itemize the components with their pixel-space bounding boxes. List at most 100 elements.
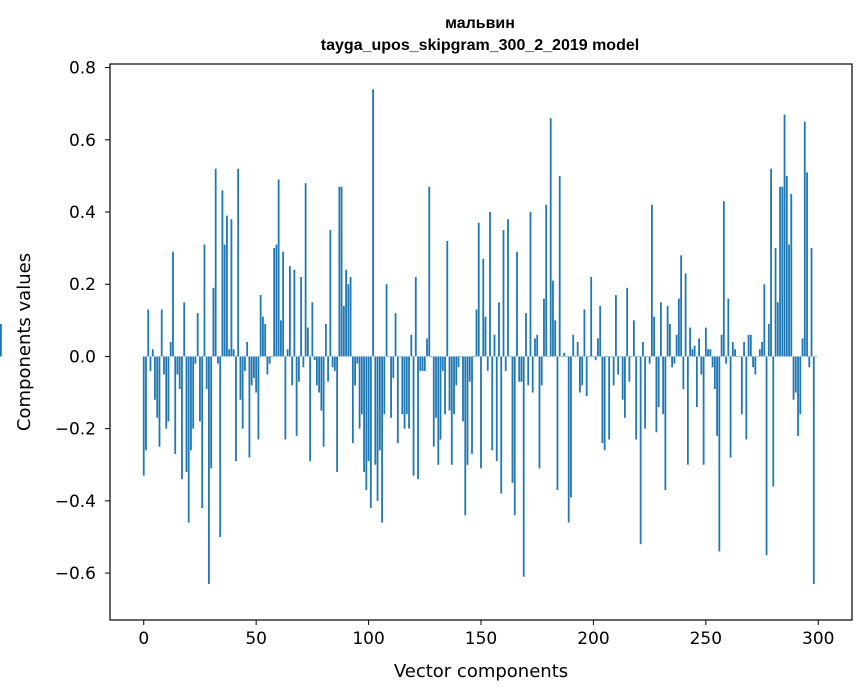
bar <box>500 356 503 494</box>
bar <box>790 193 793 357</box>
bar <box>282 251 285 357</box>
bar <box>801 338 804 357</box>
bar <box>354 356 356 386</box>
bar <box>540 356 543 386</box>
bar <box>167 356 170 422</box>
bar <box>284 356 287 440</box>
bar <box>178 356 181 389</box>
bar <box>650 204 653 357</box>
bar <box>682 356 685 389</box>
y-axis-label: Components values <box>14 253 35 431</box>
bar <box>297 356 300 382</box>
bar <box>181 356 183 480</box>
bar <box>365 356 368 491</box>
bar <box>342 305 345 357</box>
bar <box>752 356 754 368</box>
bar <box>749 334 752 357</box>
y-tick-label: 0.2 <box>69 275 96 295</box>
bar <box>794 356 797 393</box>
bar <box>408 356 410 429</box>
bar <box>734 349 736 357</box>
bar <box>275 244 278 357</box>
bar <box>518 356 521 382</box>
bar <box>194 356 197 364</box>
bar <box>226 215 228 357</box>
bar <box>322 356 325 447</box>
bar <box>480 356 482 469</box>
bar <box>246 342 249 357</box>
bar <box>516 251 518 357</box>
bar <box>145 356 147 451</box>
bar <box>565 356 568 358</box>
bar <box>223 244 226 357</box>
bar <box>799 356 802 415</box>
x-tick-label: 100 <box>352 629 384 649</box>
bar <box>815 356 817 358</box>
bar <box>318 356 321 393</box>
bar <box>190 356 192 451</box>
y-axis-ticks: −0.6 −0.4 −0.2 0.0 0.2 0.4 0.6 0.8 <box>55 59 110 584</box>
bar <box>151 349 154 357</box>
bar <box>473 356 476 358</box>
bar <box>628 356 631 382</box>
bar <box>165 356 168 429</box>
bar <box>635 356 638 440</box>
bar <box>300 277 303 357</box>
bar <box>293 269 296 357</box>
bar <box>351 356 354 444</box>
bar <box>617 356 620 375</box>
bar <box>547 356 550 358</box>
bar <box>345 269 347 357</box>
bar <box>677 298 680 357</box>
bar <box>810 248 813 357</box>
bar <box>534 338 536 357</box>
bar <box>689 327 692 357</box>
bar <box>248 356 251 458</box>
bar <box>387 356 390 358</box>
bar <box>552 280 554 357</box>
bar <box>574 356 577 358</box>
bar <box>201 356 204 509</box>
y-tick-label: 0.8 <box>69 59 96 79</box>
bar <box>671 356 674 368</box>
bar <box>455 356 458 386</box>
bar <box>192 356 195 429</box>
y-tick-label: −0.4 <box>55 492 96 512</box>
bar <box>304 183 307 357</box>
chart-title: мальвин <box>445 15 515 32</box>
bar <box>525 313 527 357</box>
bar <box>583 309 586 357</box>
y-tick-label: −0.6 <box>55 564 96 584</box>
bar <box>639 356 642 545</box>
bar <box>601 356 604 444</box>
bar <box>491 356 494 451</box>
bar <box>214 168 217 357</box>
bar <box>466 356 469 465</box>
bar <box>396 356 399 444</box>
bar <box>662 356 665 415</box>
bar <box>477 222 480 357</box>
bar <box>637 356 640 358</box>
bar <box>740 356 743 415</box>
bar <box>633 320 635 357</box>
bar <box>783 114 786 357</box>
bar <box>668 323 671 357</box>
bar <box>630 356 633 358</box>
bar <box>259 295 262 357</box>
bar <box>311 302 314 357</box>
bar <box>441 356 444 371</box>
bar <box>340 186 343 357</box>
bar <box>606 356 608 358</box>
bar <box>142 356 145 476</box>
y-tick-label: −0.2 <box>55 420 96 440</box>
bar <box>154 356 156 400</box>
bar <box>797 356 799 436</box>
bar <box>792 356 795 400</box>
bar <box>163 356 165 375</box>
bar <box>482 258 485 357</box>
bar <box>439 356 442 440</box>
bar <box>172 251 174 357</box>
bar <box>363 356 365 472</box>
bar <box>383 356 386 415</box>
bar <box>608 356 611 440</box>
